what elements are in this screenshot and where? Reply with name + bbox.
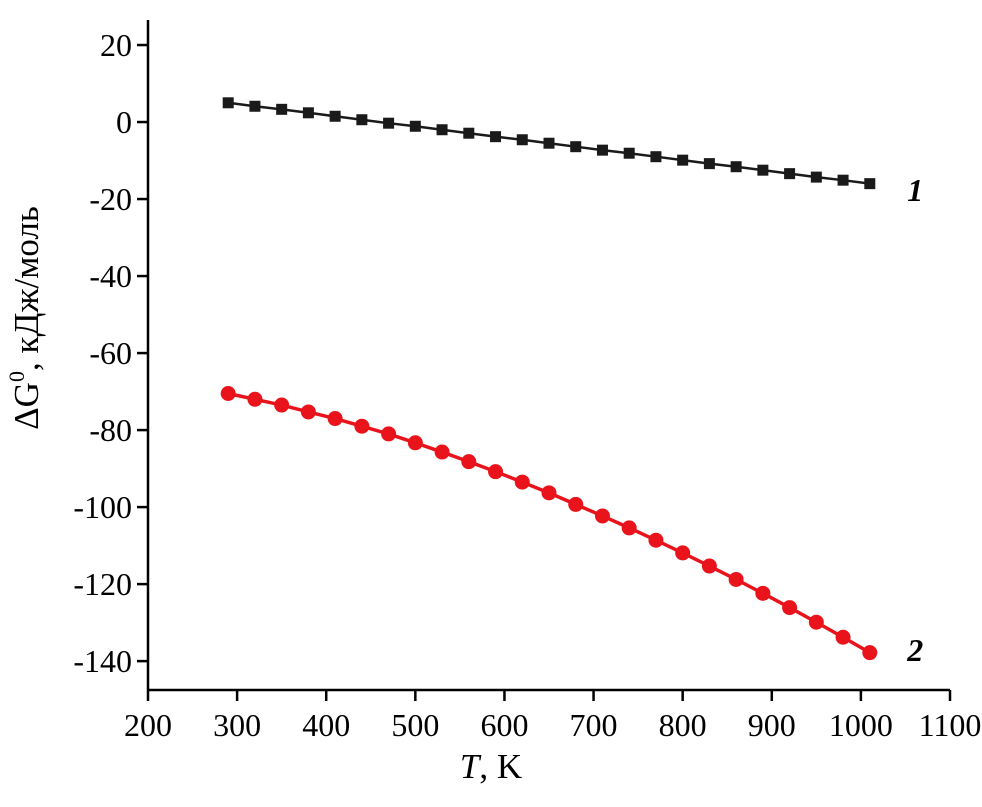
x-tick-label: 1000	[829, 707, 893, 743]
series-2-marker circle-marker-icon	[274, 397, 290, 413]
series-1-marker square-marker-icon	[436, 124, 448, 136]
series-2-marker circle-marker-icon	[755, 585, 771, 601]
series-1-marker square-marker-icon	[570, 141, 582, 153]
series-1-marker square-marker-icon	[810, 171, 822, 183]
series-1-marker square-marker-icon	[383, 117, 395, 129]
series-1-marker square-marker-icon	[490, 131, 502, 143]
series-1-marker square-marker-icon	[329, 110, 341, 122]
series-2-marker circle-marker-icon	[675, 545, 691, 561]
series-1-marker square-marker-icon	[650, 151, 662, 163]
series-1-marker square-marker-icon	[543, 137, 555, 149]
series-2-marker circle-marker-icon	[381, 426, 397, 442]
series-2-line	[227, 391, 871, 655]
series-2-marker circle-marker-icon	[247, 391, 263, 407]
series-2-marker circle-marker-icon	[327, 411, 343, 427]
y-tick-label: 0	[116, 104, 132, 140]
y-tick-label: -40	[89, 258, 132, 294]
x-tick-label: 900	[748, 707, 796, 743]
y-tick-label: -100	[73, 489, 132, 525]
y-tick-label: -140	[73, 643, 132, 679]
x-tick-label: 800	[659, 707, 707, 743]
series-2-marker circle-marker-icon	[835, 629, 851, 645]
series-2-marker circle-marker-icon	[514, 474, 530, 490]
x-tick-label: 1100	[919, 707, 982, 743]
x-tick-label: 500	[391, 707, 439, 743]
series-1-marker square-marker-icon	[757, 164, 769, 176]
series-1-marker square-marker-icon	[463, 127, 475, 139]
series-1-marker square-marker-icon	[677, 154, 689, 166]
series-1-marker square-marker-icon	[356, 114, 368, 126]
series-2-marker circle-marker-icon	[407, 435, 423, 451]
x-tick-label: 300	[213, 707, 261, 743]
y-tick-label: -120	[73, 566, 132, 602]
y-tick-label: -80	[89, 412, 132, 448]
y-tick-label: 20	[100, 27, 132, 63]
series-2-marker circle-marker-icon	[434, 444, 450, 460]
y-tick-label: -60	[89, 335, 132, 371]
curve-label-1: 1	[907, 172, 923, 208]
series-1-marker square-marker-icon	[623, 147, 635, 159]
series-1-marker square-marker-icon	[222, 97, 234, 109]
series-2-marker circle-marker-icon	[541, 485, 557, 501]
series-2-marker circle-marker-icon	[354, 418, 370, 434]
series-1-marker square-marker-icon	[596, 144, 608, 156]
series-1-marker square-marker-icon	[703, 158, 715, 170]
series-1-marker square-marker-icon	[864, 178, 876, 190]
series-1-marker square-marker-icon	[784, 168, 796, 180]
x-tick-label: 200	[124, 707, 172, 743]
series-2-marker circle-marker-icon	[862, 645, 878, 661]
y-axis-label: ΔG0, кДж/моль	[4, 206, 46, 430]
series-2-marker circle-marker-icon	[300, 404, 316, 420]
series-2-marker circle-marker-icon	[594, 508, 610, 524]
series-2-marker circle-marker-icon	[621, 520, 637, 536]
series-2-marker circle-marker-icon	[461, 454, 477, 470]
series-1-marker square-marker-icon	[837, 174, 849, 186]
series-1-marker square-marker-icon	[409, 120, 421, 132]
x-tick-label: 400	[302, 707, 350, 743]
series-1-marker square-marker-icon	[516, 134, 528, 146]
series-2-marker circle-marker-icon	[728, 571, 744, 587]
series-1-marker square-marker-icon	[249, 100, 261, 112]
series-2-marker circle-marker-icon	[220, 386, 236, 402]
x-axis-label: T, K	[460, 747, 522, 786]
x-tick-label: 700	[570, 707, 618, 743]
series-1-marker square-marker-icon	[276, 103, 288, 115]
series-1-marker square-marker-icon	[730, 161, 742, 173]
series-1-marker square-marker-icon	[302, 107, 314, 119]
series-2-marker circle-marker-icon	[701, 558, 717, 574]
series-2-marker circle-marker-icon	[808, 614, 824, 630]
series-2-marker circle-marker-icon	[488, 464, 504, 480]
curve-label-2: 2	[906, 632, 923, 668]
x-tick-label: 600	[480, 707, 528, 743]
series-2-marker circle-marker-icon	[568, 496, 584, 512]
series-2-marker circle-marker-icon	[648, 532, 664, 548]
y-tick-label: -20	[89, 181, 132, 217]
series-2-marker circle-marker-icon	[782, 600, 798, 616]
